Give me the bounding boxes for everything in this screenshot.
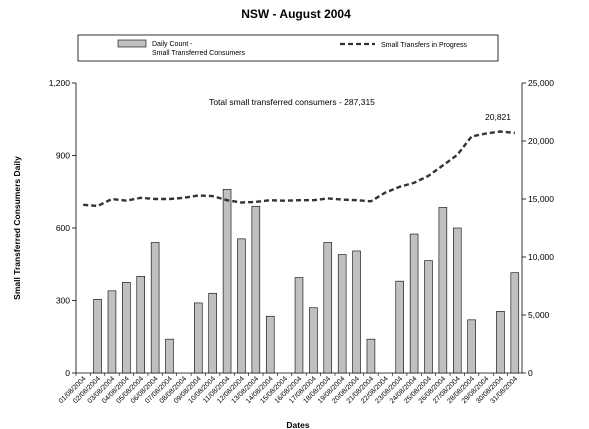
- total-annotation: Total small transferred consumers - 287,…: [209, 97, 375, 107]
- legend-line-label: Small Transfers in Progress: [381, 42, 467, 49]
- bar: [395, 280, 404, 374]
- bar: [337, 254, 347, 374]
- legend-bar-label-line2: Small Transferred Consumers: [152, 50, 245, 57]
- bar: [366, 338, 376, 374]
- legend-box: [77, 34, 499, 62]
- bar: [453, 227, 462, 374]
- bar: [496, 311, 505, 374]
- bar: [265, 315, 275, 374]
- legend-bar-label-line1: Daily Count -: [152, 41, 193, 48]
- peak-value-label: 20,821: [485, 112, 511, 122]
- y-left-tick-label: 900: [56, 151, 70, 161]
- chart-title: NSW - August 2004: [241, 7, 351, 21]
- bar: [222, 189, 232, 374]
- bar: [424, 260, 433, 374]
- bar: [251, 205, 261, 374]
- bar: [107, 290, 117, 374]
- y-left-tick-label: 300: [56, 296, 70, 306]
- bar: [309, 307, 318, 374]
- y-axis-title: Small Transferred Consumers Daily: [12, 156, 22, 300]
- bar: [510, 272, 520, 374]
- legend-bar-swatch: [117, 39, 147, 48]
- y-left-tick-label: 1,200: [49, 78, 71, 88]
- y-right-tick-label: 20,000: [528, 136, 554, 146]
- y-left-tick-label: 0: [65, 368, 70, 378]
- y-right-tick-label: 5,000: [528, 310, 550, 320]
- bar: [93, 298, 102, 374]
- bar: [150, 242, 160, 374]
- bar: [165, 338, 174, 374]
- bar: [323, 242, 333, 374]
- bar: [467, 319, 476, 374]
- y-right-tick-label: 0: [528, 368, 533, 378]
- series-line-transfers-in-progress: [83, 130, 515, 208]
- bar: [208, 292, 217, 374]
- bar: [294, 277, 304, 374]
- y-right-tick-label: 15,000: [528, 194, 554, 204]
- bar: [352, 250, 361, 374]
- bar: [438, 207, 448, 374]
- bar: [194, 302, 203, 374]
- bar: [409, 233, 419, 374]
- bar: [237, 238, 246, 374]
- bar: [136, 276, 145, 374]
- y-right-tick-label: 25,000: [528, 78, 554, 88]
- x-axis-title: Dates: [286, 420, 309, 429]
- bar: [122, 282, 131, 374]
- y-left-tick-label: 600: [56, 223, 70, 233]
- y-right-tick-label: 10,000: [528, 252, 554, 262]
